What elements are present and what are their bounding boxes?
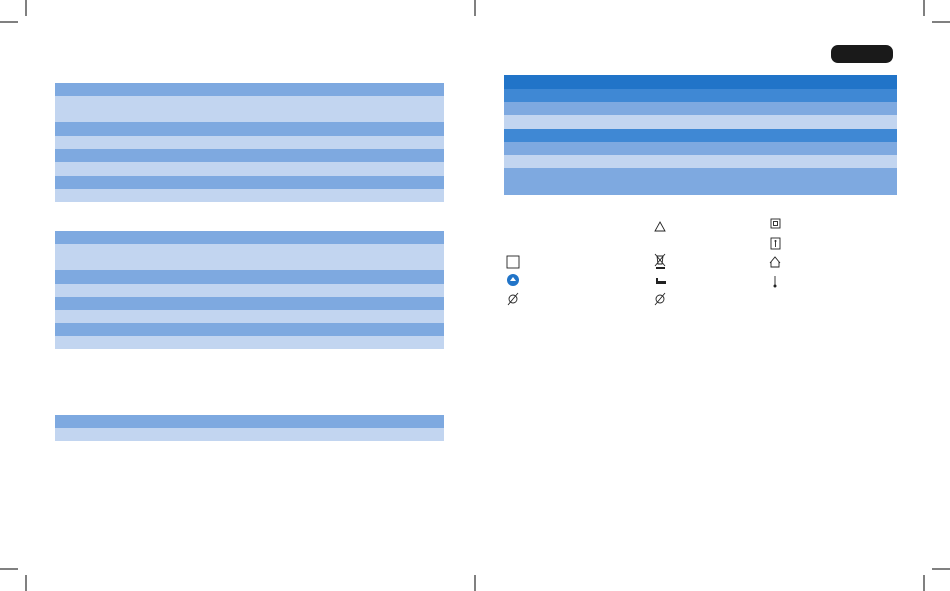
table-left-2 bbox=[55, 231, 444, 349]
table-left-1 bbox=[55, 83, 444, 202]
table-left-3 bbox=[55, 415, 444, 441]
symbol-icons bbox=[506, 218, 781, 306]
table-right bbox=[504, 75, 897, 195]
language-tab bbox=[831, 45, 893, 63]
